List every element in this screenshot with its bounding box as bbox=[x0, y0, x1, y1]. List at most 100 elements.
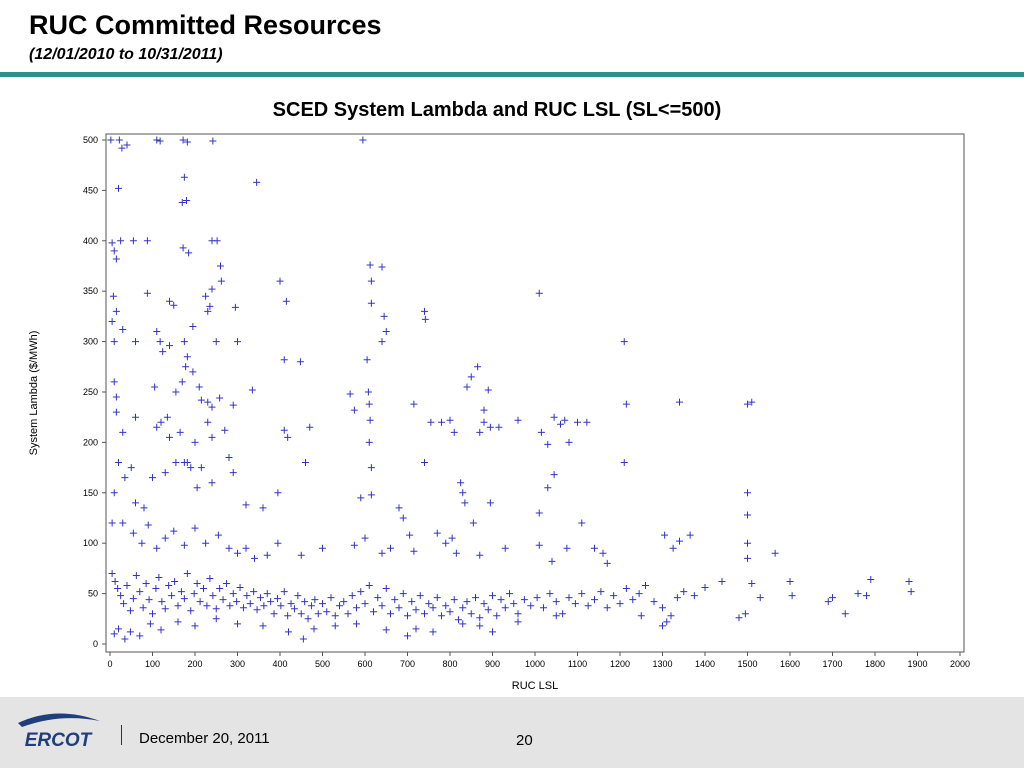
data-point bbox=[123, 582, 131, 590]
data-point bbox=[399, 514, 407, 522]
data-point bbox=[242, 501, 250, 509]
data-point bbox=[537, 428, 545, 436]
data-point bbox=[236, 584, 244, 592]
data-point bbox=[353, 604, 360, 612]
x-tick-label: 1400 bbox=[695, 659, 715, 669]
data-point bbox=[157, 418, 165, 426]
data-point bbox=[486, 423, 494, 431]
data-point bbox=[771, 549, 779, 557]
data-point bbox=[565, 594, 573, 602]
data-point bbox=[107, 136, 115, 144]
data-point bbox=[304, 615, 312, 623]
data-point bbox=[208, 403, 216, 411]
data-point bbox=[557, 420, 564, 428]
data-point bbox=[378, 338, 386, 346]
data-point bbox=[718, 578, 726, 586]
data-point bbox=[744, 511, 751, 519]
data-point bbox=[480, 418, 488, 426]
data-point bbox=[680, 588, 688, 596]
data-point bbox=[348, 592, 356, 600]
data-point bbox=[404, 632, 411, 640]
data-point bbox=[550, 413, 558, 421]
data-point bbox=[382, 585, 390, 593]
data-point bbox=[438, 418, 445, 426]
y-tick-label: 500 bbox=[83, 135, 98, 145]
data-point bbox=[285, 628, 292, 636]
data-point bbox=[297, 610, 305, 618]
data-point bbox=[273, 595, 281, 603]
data-point bbox=[676, 537, 683, 545]
y-tick-label: 400 bbox=[83, 236, 98, 246]
data-point bbox=[284, 612, 292, 620]
data-point bbox=[152, 585, 160, 593]
data-point bbox=[387, 610, 394, 618]
data-point bbox=[527, 602, 535, 610]
data-point bbox=[233, 598, 241, 606]
data-point bbox=[119, 326, 127, 334]
data-point bbox=[378, 263, 386, 271]
data-point bbox=[110, 378, 118, 386]
data-point bbox=[591, 596, 598, 604]
page-number: 20 bbox=[516, 732, 533, 749]
data-point bbox=[584, 602, 592, 610]
data-point bbox=[366, 261, 374, 269]
data-point bbox=[204, 398, 212, 406]
data-point bbox=[172, 388, 180, 396]
data-point bbox=[185, 249, 193, 257]
data-point bbox=[474, 363, 482, 371]
data-point bbox=[455, 616, 462, 624]
y-tick-label: 100 bbox=[83, 538, 98, 548]
data-point bbox=[744, 554, 751, 562]
data-point bbox=[297, 551, 305, 559]
logo-text: ERCOT bbox=[25, 730, 93, 751]
data-point bbox=[599, 549, 607, 557]
data-point bbox=[574, 418, 581, 426]
data-point bbox=[242, 544, 250, 552]
data-point bbox=[863, 592, 870, 600]
x-tick-label: 0 bbox=[107, 659, 112, 669]
data-point bbox=[841, 610, 849, 618]
data-point bbox=[484, 606, 492, 614]
data-point bbox=[143, 237, 151, 245]
data-point bbox=[748, 580, 756, 588]
ercot-logo: ERCOT bbox=[18, 713, 100, 751]
x-tick-label: 800 bbox=[442, 659, 457, 669]
data-point bbox=[382, 328, 390, 336]
data-point bbox=[146, 620, 154, 628]
slide-subtitle: (12/01/2010 to 10/31/2011) bbox=[29, 46, 223, 63]
data-point bbox=[256, 594, 264, 602]
data-point bbox=[469, 519, 477, 527]
data-point bbox=[248, 386, 256, 394]
data-point bbox=[552, 612, 560, 620]
data-point bbox=[346, 390, 354, 398]
data-point bbox=[274, 489, 282, 497]
x-axis-label: RUC LSL bbox=[512, 680, 558, 692]
data-point bbox=[196, 598, 204, 606]
data-point bbox=[661, 531, 669, 539]
data-point bbox=[514, 610, 522, 618]
data-point bbox=[120, 600, 128, 608]
data-point bbox=[467, 373, 475, 381]
data-point bbox=[119, 519, 127, 527]
data-point bbox=[495, 423, 503, 431]
x-tick-label: 100 bbox=[145, 659, 160, 669]
data-point bbox=[253, 606, 261, 614]
data-point bbox=[550, 471, 558, 479]
data-point bbox=[115, 184, 122, 192]
data-point bbox=[263, 590, 271, 598]
data-point bbox=[155, 573, 163, 581]
data-point bbox=[109, 292, 117, 300]
data-point bbox=[280, 426, 288, 434]
footer-divider bbox=[121, 725, 122, 745]
data-point bbox=[565, 438, 573, 446]
data-point bbox=[174, 618, 182, 626]
data-point bbox=[461, 499, 469, 507]
data-point bbox=[126, 628, 134, 636]
data-point bbox=[907, 588, 915, 596]
data-point bbox=[622, 585, 630, 593]
data-point bbox=[597, 588, 605, 596]
data-point bbox=[374, 594, 382, 602]
data-point bbox=[108, 239, 116, 247]
data-point bbox=[226, 602, 234, 610]
data-point bbox=[183, 459, 191, 467]
